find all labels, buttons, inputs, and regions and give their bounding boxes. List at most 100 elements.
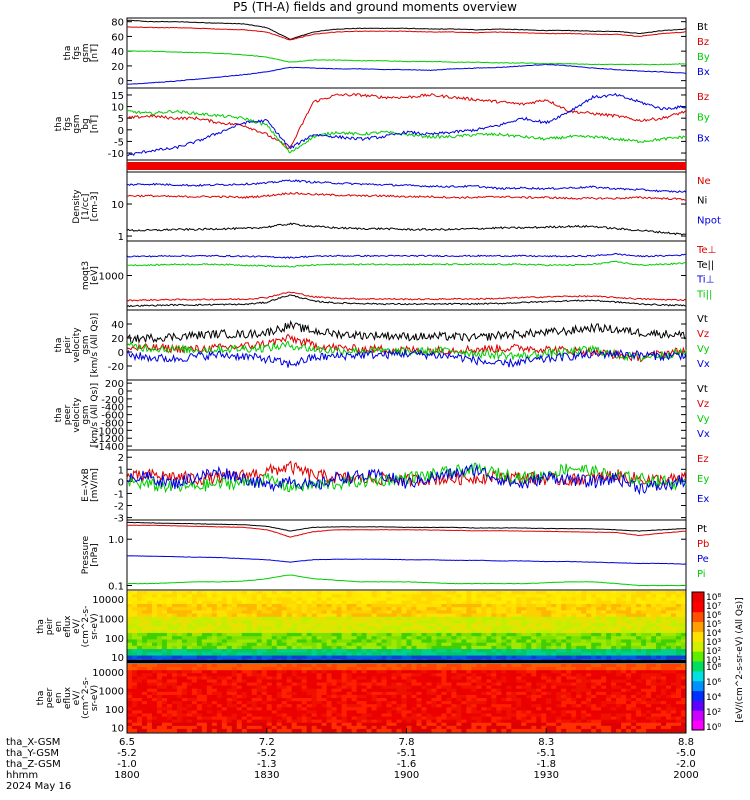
spectrogram-cell [236, 649, 243, 653]
spectrogram-cell [541, 603, 547, 608]
spectrogram-cell [196, 664, 203, 668]
spectrogram-cell [646, 600, 652, 605]
spectrogram-cell [491, 691, 497, 696]
spectrogram-cell [576, 594, 582, 598]
spectrogram-cell [661, 597, 667, 602]
spectrogram-cell [536, 725, 542, 730]
spectrogram-cell [466, 673, 472, 677]
spectrogram-cell [361, 626, 367, 631]
spectrogram-cell [161, 701, 168, 705]
spectrogram-cell [516, 707, 522, 711]
spectrogram-cell [216, 704, 223, 708]
spectrogram-cell [361, 698, 367, 702]
spectrogram-cell [486, 629, 492, 634]
spectrogram-cell [276, 649, 283, 653]
spectrogram-cell [421, 682, 427, 687]
spectrogram-cell [576, 725, 582, 730]
spectrogram-cell [556, 616, 562, 621]
spectrogram-cell [616, 649, 622, 653]
spectrogram-cell [516, 649, 522, 653]
spectrogram-cell [156, 713, 163, 717]
spectrogram-cell [526, 728, 532, 733]
spectrogram-cell [401, 629, 407, 634]
spectrogram-cell [666, 594, 672, 598]
spectrogram-cell [391, 673, 397, 677]
spectrogram-cell [331, 632, 338, 637]
spectrogram-cell [586, 607, 592, 611]
spectrogram-cell [206, 639, 213, 644]
spectrogram-cell [321, 713, 328, 717]
spectrogram-cell [541, 710, 547, 714]
spectrogram-cell [596, 716, 602, 721]
spectrogram-cell [611, 620, 617, 624]
series-By-line [126, 109, 687, 154]
spectrogram-cell [561, 688, 567, 693]
spectrogram-cell [671, 636, 677, 640]
spectrogram-cell [546, 629, 552, 634]
spectrogram-cell [306, 676, 313, 680]
spectrogram-cell [626, 716, 632, 721]
spectrogram-cell [276, 645, 283, 650]
spectrogram-cell [136, 597, 143, 602]
spectrogram-cell [246, 694, 253, 699]
spectrogram-cell [221, 632, 228, 637]
spectrogram-cell [571, 620, 577, 624]
spectrogram-cell [626, 679, 632, 683]
spectrogram-cell [246, 682, 253, 687]
spectrogram-cell [311, 607, 318, 611]
spectrogram-cell [626, 676, 632, 680]
spectrogram-cell [256, 682, 263, 687]
spectrogram-cell [416, 679, 422, 683]
spectrogram-cell [416, 639, 422, 644]
spectrogram-cell [216, 636, 223, 640]
spectrogram-cell [631, 629, 637, 634]
spectrogram-cell [621, 636, 627, 640]
spectrogram-cell [556, 710, 562, 714]
spectrogram-cell [341, 639, 348, 644]
spectrogram-cell [336, 632, 343, 637]
spectrogram-cell [566, 603, 572, 608]
spectrogram-cell [541, 636, 547, 640]
spectrogram-cell [401, 707, 407, 711]
spectrogram-cell [376, 679, 382, 683]
spectrogram-cell [441, 636, 447, 640]
spectrogram-cell [231, 719, 238, 724]
spectrogram-cell [251, 667, 258, 671]
spectrogram-cell [431, 610, 437, 614]
spectrogram-cell [491, 719, 497, 724]
spectrogram-cell [651, 642, 657, 647]
spectrogram-cell [486, 728, 492, 733]
spectrogram-cell [646, 632, 652, 637]
spectrogram-cell [646, 645, 652, 650]
spectrogram-cell [211, 682, 218, 687]
spectrogram-cell [356, 710, 362, 714]
spectrogram-cell [391, 642, 397, 647]
spectrogram-cell [666, 652, 672, 656]
spectrogram-cell [511, 603, 517, 608]
spectrogram-cell [636, 655, 642, 660]
y-axis-label: [cm-3] [90, 192, 100, 222]
spectrogram-cell [411, 655, 417, 660]
series-Bz-line [126, 93, 687, 149]
spectrogram-cell [161, 722, 168, 727]
spectrogram-cell [566, 707, 572, 711]
spectrogram-cell [241, 688, 248, 693]
spectrogram-cell [626, 707, 632, 711]
spectrogram-cell [481, 685, 487, 690]
spectrogram-cell [281, 620, 288, 624]
spectrogram-cell [561, 713, 567, 717]
spectrogram-cell [331, 691, 338, 696]
spectrogram-cell [571, 642, 577, 647]
spectrogram-cell [521, 632, 527, 637]
spectrogram-cell [526, 704, 532, 708]
spectrogram-cell [586, 652, 592, 656]
spectrogram-cell [226, 679, 233, 683]
spectrogram-cell [171, 704, 178, 708]
spectrogram-cell [516, 632, 522, 637]
spectrogram-cell [536, 603, 542, 608]
spectrogram-cell [596, 704, 602, 708]
spectrogram-cell [206, 685, 213, 690]
series-Pi-line [127, 574, 687, 587]
spectrogram-cell [616, 620, 622, 624]
spectrogram-cell [366, 670, 372, 674]
